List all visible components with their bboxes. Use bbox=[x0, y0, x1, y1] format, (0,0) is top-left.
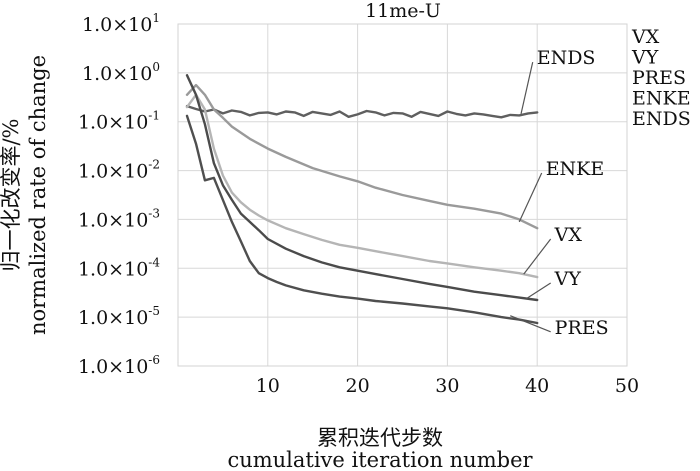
y-tick-label: 1.0×10-6 bbox=[78, 353, 160, 378]
annotation-label-pres: PRES bbox=[555, 317, 609, 339]
legend-entry-vx: VX bbox=[631, 26, 660, 48]
y-axis-label-cn: 归一化改变率/% bbox=[0, 118, 23, 271]
series-layer bbox=[185, 74, 539, 325]
x-axis-label-en: cumulative iteration number bbox=[227, 448, 533, 471]
x-tick-label: 10 bbox=[256, 375, 280, 397]
x-axis-label-cn: 累积迭代步数 bbox=[317, 426, 443, 450]
x-tick-labels: 10 20 30 40 50 bbox=[256, 375, 639, 397]
series-line-vx bbox=[185, 93, 539, 279]
legend-entry-vy: VY bbox=[631, 47, 659, 69]
annotation-leader-ends bbox=[520, 61, 534, 115]
annotation-label-vy: VY bbox=[554, 268, 582, 290]
x-tick-label: 50 bbox=[615, 375, 639, 397]
y-tick-label: 1.0×10-2 bbox=[78, 158, 160, 183]
series-line-pres bbox=[185, 114, 539, 325]
annotation-leader-enke bbox=[518, 172, 543, 223]
legend-entry-enke: ENKE bbox=[632, 88, 691, 110]
annotation-leader-vx bbox=[523, 238, 552, 275]
annotation-leader-pres bbox=[510, 315, 551, 333]
x-tick-label: 40 bbox=[525, 375, 549, 397]
annotation-label-enke: ENKE bbox=[546, 158, 605, 180]
y-tick-label: 1.0×101 bbox=[82, 11, 160, 36]
annotation-leader-vy bbox=[526, 282, 551, 300]
legend-entry-pres: PRES bbox=[632, 67, 686, 89]
plot-frame bbox=[177, 23, 628, 367]
y-tick-label: 1.0×100 bbox=[82, 60, 160, 85]
y-tick-label: 1.0×10-4 bbox=[78, 255, 160, 280]
y-tick-label: 1.0×10-1 bbox=[78, 109, 160, 134]
annotation-layer: ENDS ENKE VX VY PRES bbox=[510, 47, 609, 339]
grid bbox=[178, 24, 627, 366]
annotation-label-vx: VX bbox=[554, 224, 583, 246]
series-line-ends bbox=[185, 104, 539, 119]
y-tick-labels: 1.0×101 1.0×100 1.0×10-1 1.0×10-2 1.0×10-3 1.… bbox=[78, 11, 160, 378]
chart-title: 11me-U bbox=[365, 0, 441, 22]
legend-entry-ends: ENDS bbox=[632, 108, 691, 130]
y-tick-label: 1.0×10-5 bbox=[78, 304, 160, 329]
y-tick-label: 1.0×10-3 bbox=[78, 206, 160, 231]
x-tick-label: 30 bbox=[435, 375, 459, 397]
y-axis-label-en: normalized rate of change bbox=[26, 55, 50, 335]
x-tick-label: 20 bbox=[346, 375, 370, 397]
series-line-vy bbox=[185, 74, 539, 302]
series-line-enke bbox=[185, 83, 539, 230]
annotation-label-ends: ENDS bbox=[537, 47, 596, 69]
